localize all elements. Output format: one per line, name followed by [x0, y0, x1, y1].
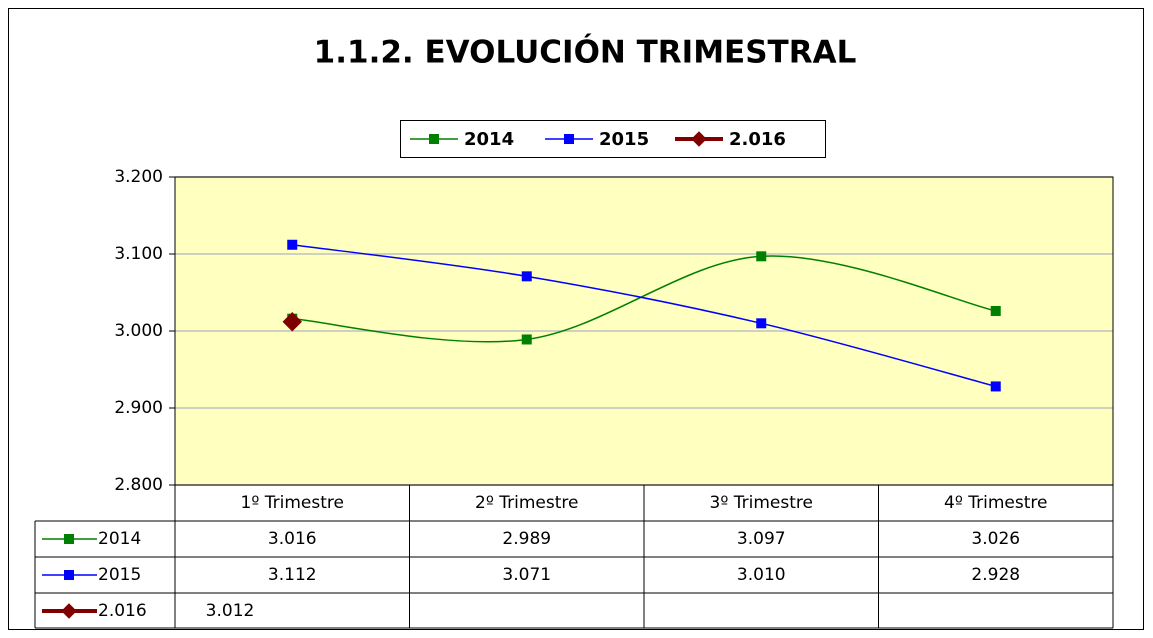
- marker: [429, 134, 439, 144]
- value-label: 3.016: [268, 529, 317, 549]
- value-label: 3.012: [206, 601, 255, 621]
- value-label: 3.112: [268, 565, 317, 585]
- y-tick-label: 2.900: [114, 398, 163, 418]
- legend-label: 2014: [464, 129, 514, 150]
- value-label: 3.097: [737, 529, 786, 549]
- marker: [756, 318, 767, 329]
- value-label: 3.010: [737, 565, 786, 585]
- marker: [282, 312, 302, 332]
- y-tick-label: 2.800: [114, 475, 163, 495]
- table-series-name: 2.016: [98, 601, 147, 621]
- x-tick-label: 2º Trimestre: [475, 493, 578, 513]
- y-tick-label: 3.200: [114, 167, 163, 187]
- marker: [61, 603, 77, 619]
- legend-label: 2015: [599, 129, 649, 150]
- marker: [564, 134, 574, 144]
- marker: [691, 131, 707, 147]
- chart-title: 1.1.2. EVOLUCIÓN TRIMESTRAL: [314, 34, 857, 71]
- value-label: 3.071: [502, 565, 551, 585]
- y-tick-label: 3.000: [114, 321, 163, 341]
- marker: [64, 534, 74, 544]
- value-label: 3.026: [971, 529, 1020, 549]
- marker: [990, 305, 1001, 316]
- value-label: 2.989: [502, 529, 551, 549]
- y-tick-label: 3.100: [114, 244, 163, 264]
- x-tick-label: 3º Trimestre: [710, 493, 813, 513]
- marker: [287, 239, 298, 250]
- table-series-name: 2014: [98, 529, 141, 549]
- legend-box: [400, 120, 826, 158]
- legend-label: 2.016: [729, 129, 786, 150]
- marker: [521, 271, 532, 282]
- marker: [756, 251, 767, 262]
- marker: [64, 570, 74, 580]
- series-line: [292, 255, 996, 343]
- value-label: 2.928: [971, 565, 1020, 585]
- series-line: [292, 244, 996, 388]
- table-series-name: 2015: [98, 565, 141, 585]
- x-tick-label: 4º Trimestre: [944, 493, 1047, 513]
- marker: [990, 381, 1001, 392]
- x-tick-label: 1º Trimestre: [241, 493, 344, 513]
- marker: [521, 334, 532, 345]
